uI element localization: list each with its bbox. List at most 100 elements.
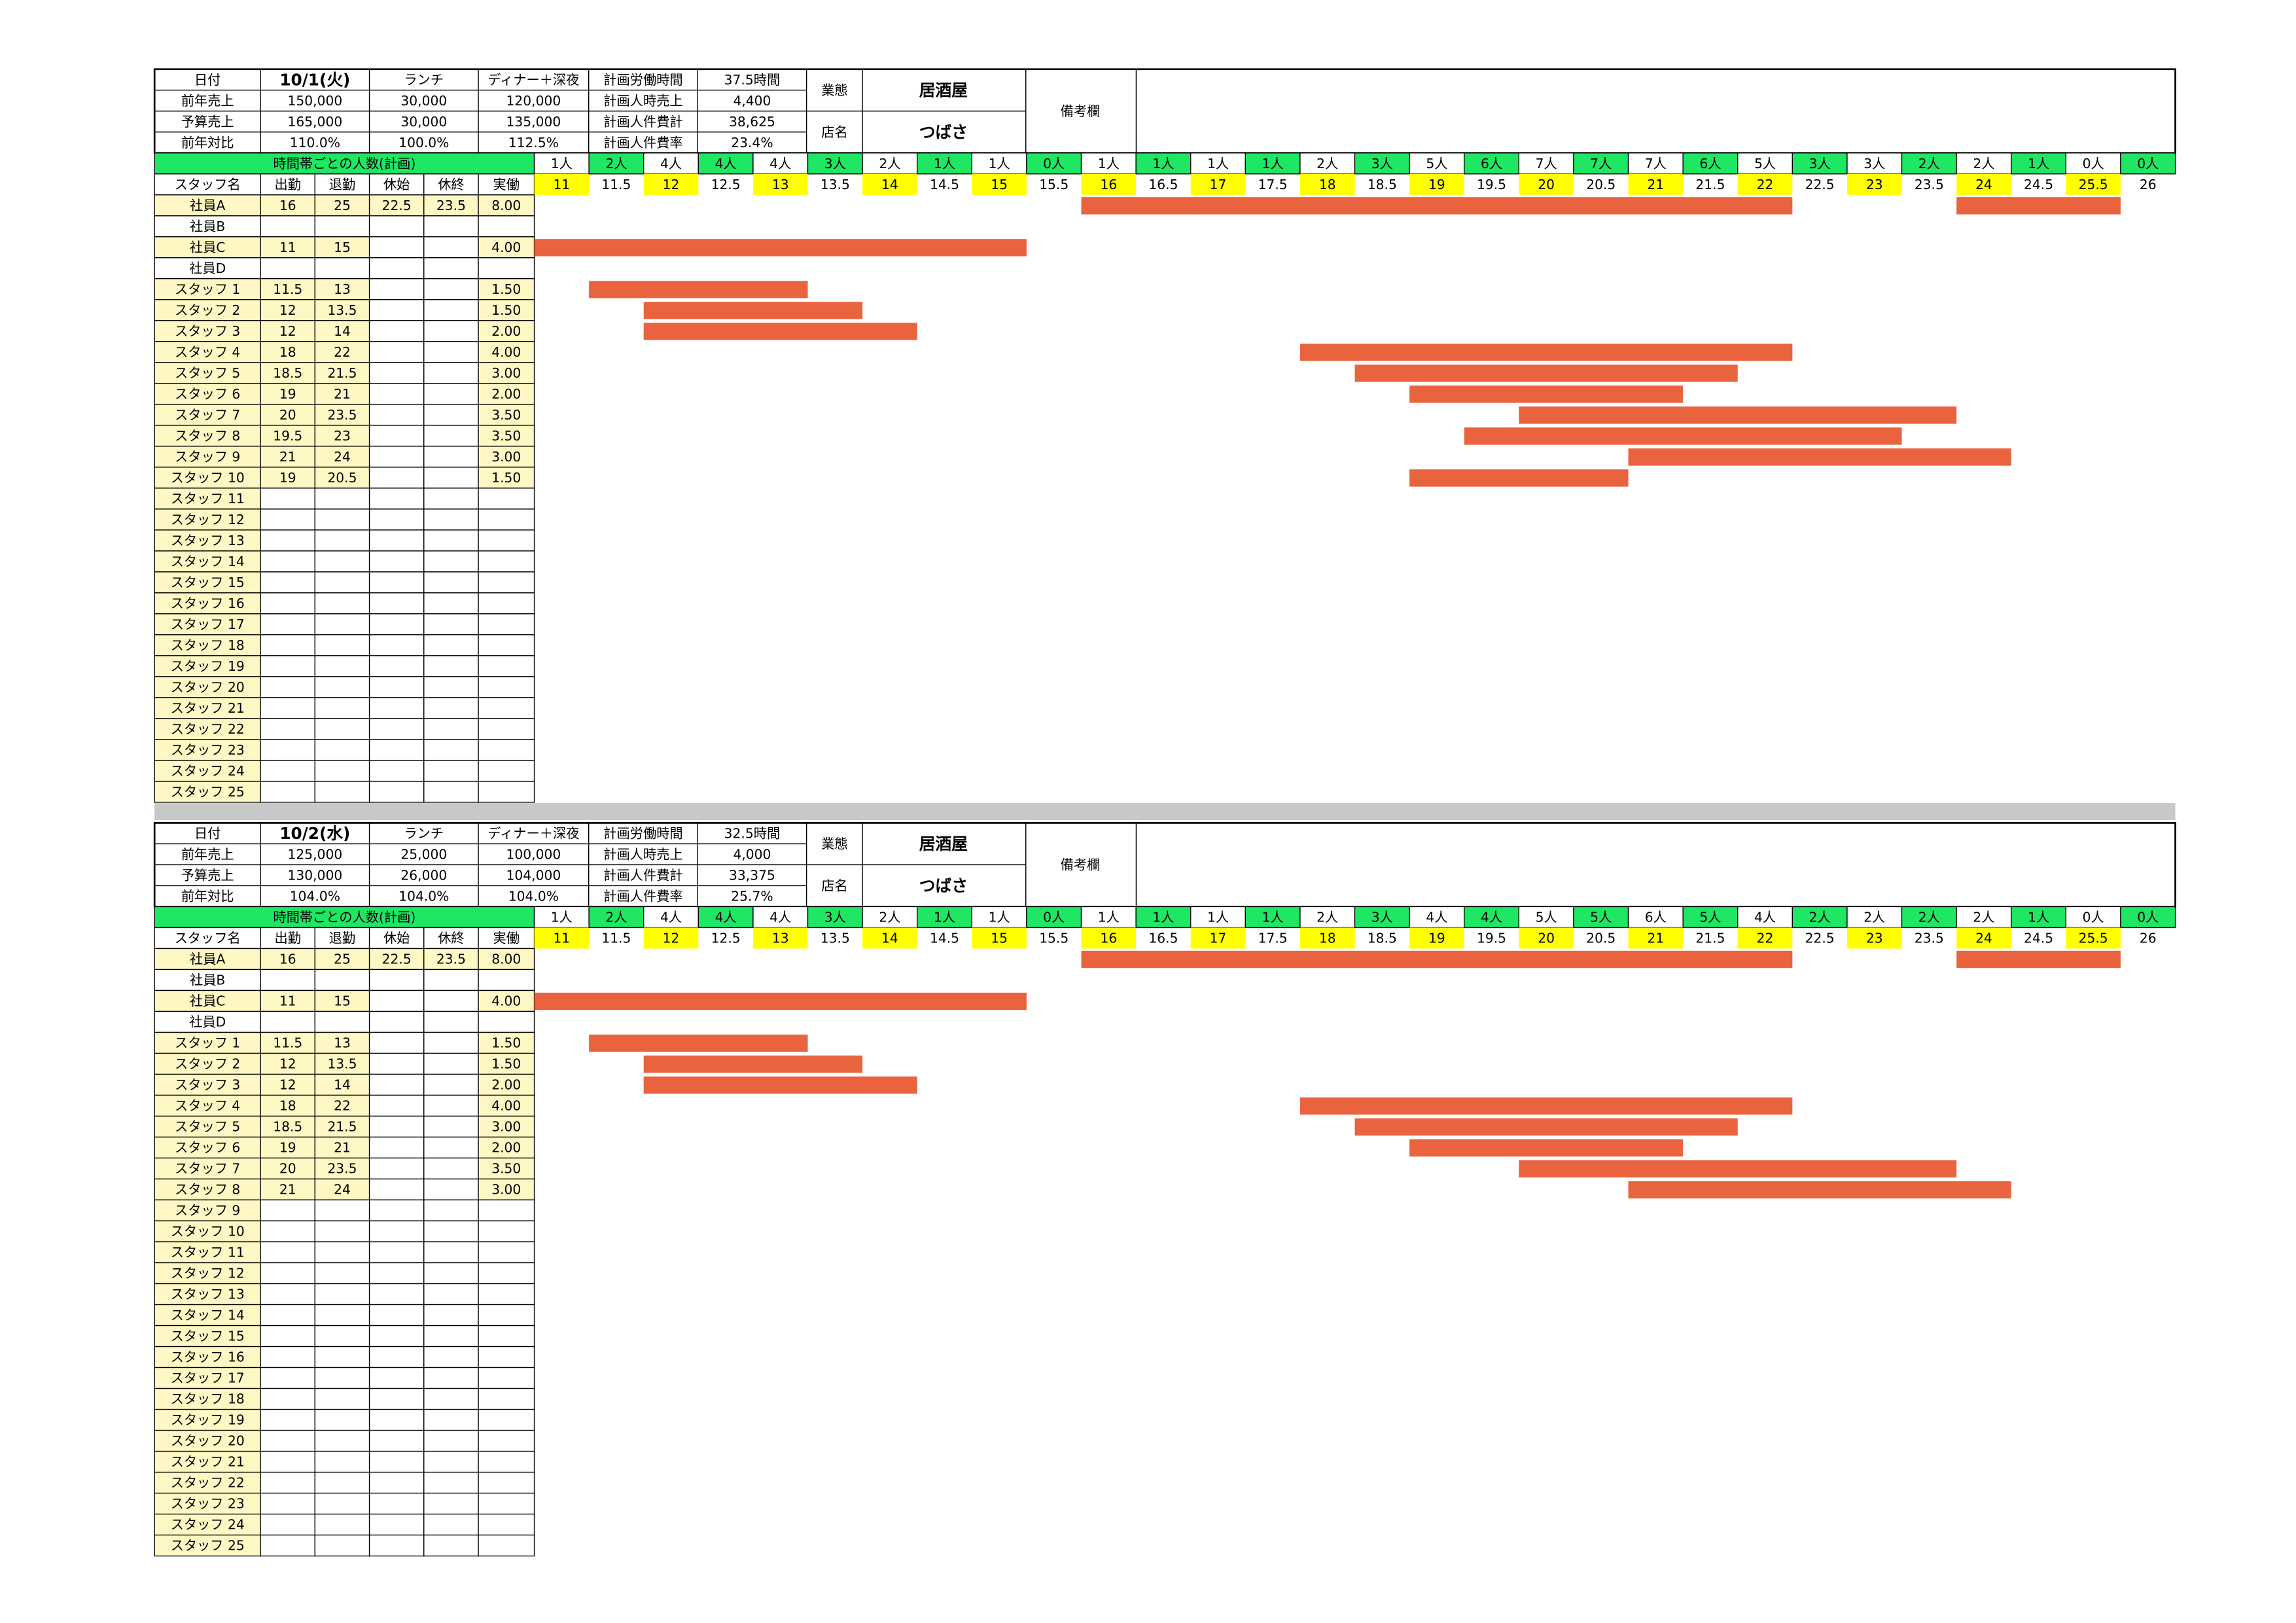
headcount: 4人	[769, 909, 791, 925]
staff-cell	[314, 508, 370, 531]
staff-in: 12	[279, 1077, 296, 1092]
staff-cell	[478, 655, 535, 677]
staff-cell	[368, 1010, 425, 1033]
business-label: 業態	[821, 836, 847, 851]
staff-cell	[314, 655, 370, 677]
staff-cell	[478, 948, 535, 971]
staff-out: 24	[334, 449, 351, 465]
staff-cell	[478, 718, 535, 740]
staff-name: スタッフ 22	[171, 721, 245, 737]
staff-out: 22	[334, 344, 351, 360]
headcount-cell	[1573, 906, 1629, 929]
staff-cell	[314, 1471, 370, 1494]
staff-cell	[368, 781, 425, 803]
staff-name: スタッフ 8	[175, 1182, 240, 1198]
staff-out: 21	[334, 386, 351, 402]
staff-cell	[260, 1136, 316, 1159]
time-cell	[1190, 173, 1246, 195]
shift-bar	[1081, 197, 1793, 215]
headcount: 4人	[715, 909, 737, 925]
header-text: 前年売上	[181, 93, 234, 109]
staff-cell	[314, 1366, 370, 1389]
notes-label-cell	[1025, 822, 1137, 908]
time-cell	[2066, 927, 2121, 949]
staff-cell	[260, 1262, 316, 1285]
header-cell	[260, 69, 370, 91]
header-text: 37.5時間	[724, 72, 781, 88]
staff-name: スタッフ 15	[171, 1329, 245, 1344]
time: 20.5	[1586, 177, 1616, 192]
header-text: 104,000	[506, 867, 561, 883]
store-label: 店名	[821, 878, 847, 893]
staff-cell	[423, 320, 479, 342]
staff-cell	[154, 760, 261, 782]
staff-cell	[314, 1513, 370, 1536]
column-header: 退勤	[329, 177, 355, 192]
staff-cell	[314, 215, 370, 238]
staff-hours: 3.00	[491, 1182, 521, 1198]
headcount: 4人	[1481, 909, 1502, 925]
shift-bar	[1354, 365, 1738, 382]
staff-hours: 3.00	[491, 365, 521, 381]
staff-cell	[423, 1262, 479, 1285]
staff-hours: 4.00	[491, 344, 521, 360]
headcount-cell	[2120, 152, 2176, 175]
staff-cell	[368, 1241, 425, 1264]
headcount-cell	[1846, 152, 1903, 175]
time: 17.5	[1258, 177, 1288, 192]
time-cell	[1846, 173, 1902, 195]
column-header-cell	[314, 927, 370, 950]
staff-cell	[423, 1408, 479, 1431]
staff-name: スタッフ 8	[175, 428, 240, 444]
staff-hours: 1.50	[491, 1056, 521, 1071]
staff-name: スタッフ 22	[171, 1475, 245, 1491]
staff-cell	[154, 571, 261, 594]
shift-bar	[1956, 950, 2121, 969]
time-cell	[862, 927, 917, 949]
headcount: 5人	[1699, 909, 1721, 925]
staff-cell	[260, 1178, 316, 1201]
staff-cell	[314, 1325, 370, 1347]
staff-cell	[368, 1471, 425, 1494]
staff-cell	[423, 1304, 479, 1327]
staff-cell	[423, 1052, 479, 1075]
staff-cell	[314, 404, 370, 426]
time: 13	[772, 177, 789, 192]
headcount-cell	[752, 152, 809, 175]
staff-cell	[260, 1429, 316, 1452]
staff-cell	[423, 571, 479, 594]
staff-cell	[368, 613, 425, 635]
staff-cell	[314, 760, 370, 782]
time-cell	[1299, 927, 1355, 949]
headcount: 1人	[1098, 156, 1120, 171]
header-text: ランチ	[404, 72, 444, 88]
time: 12	[663, 930, 680, 946]
headcount-cell	[1737, 906, 1793, 929]
staff-cell	[314, 341, 370, 363]
header-text: 135,000	[506, 114, 561, 130]
staff-cell	[368, 697, 425, 719]
header-cell	[697, 90, 807, 112]
staff-out: 21	[334, 1140, 351, 1156]
staff-name: スタッフ 1	[175, 1035, 240, 1050]
staff-cell	[314, 634, 370, 656]
staff-cell	[260, 613, 316, 635]
time-cell	[972, 927, 1027, 949]
staff-cell	[368, 488, 425, 510]
time: 26	[2140, 930, 2157, 946]
staff-name: スタッフ 12	[171, 1266, 245, 1281]
staff-out: 25	[334, 951, 351, 967]
staff-cell	[260, 760, 316, 782]
time-cell	[1737, 173, 1793, 195]
staff-cell	[154, 550, 261, 573]
staff-name: 社員C	[190, 993, 226, 1008]
staff-cell	[423, 739, 479, 761]
staff-cell	[423, 1534, 479, 1557]
sheet-separator	[154, 803, 2176, 820]
staff-cell	[368, 1031, 425, 1054]
staff-cell	[260, 1346, 316, 1368]
staff-cell	[478, 1262, 535, 1285]
staff-name: スタッフ 23	[171, 1496, 245, 1512]
staff-cell	[314, 571, 370, 594]
